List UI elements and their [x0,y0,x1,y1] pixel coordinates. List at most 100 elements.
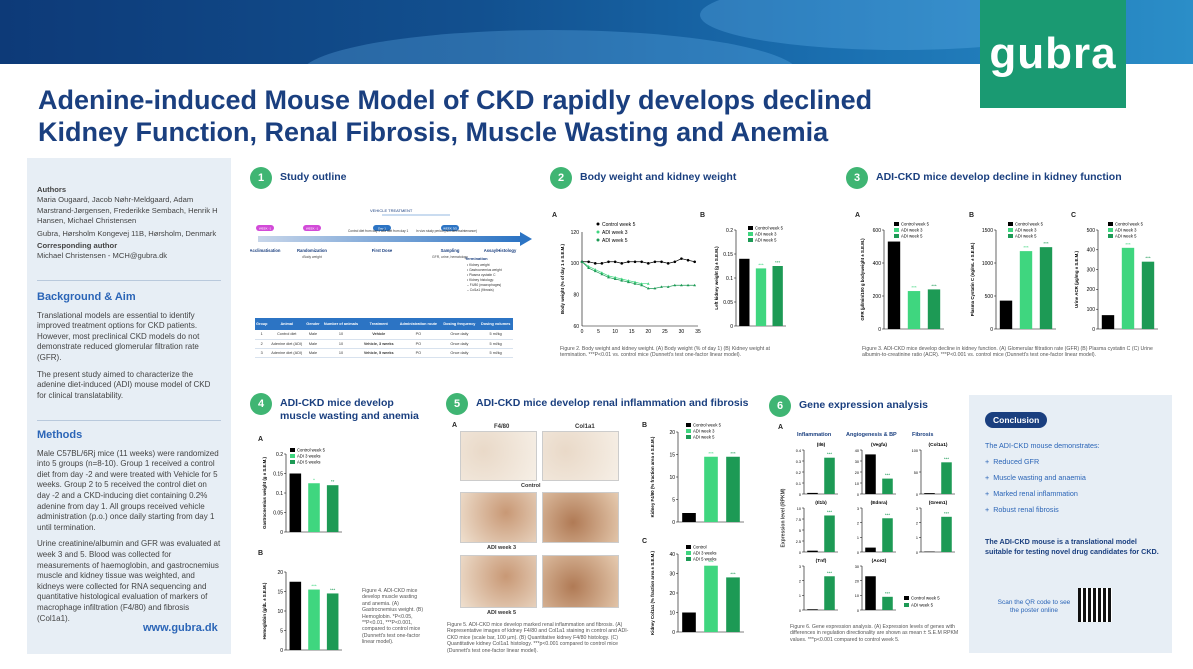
table-header: Dosing volumes [478,318,513,330]
timeline-sub: GFR, urine, hematology [432,255,468,259]
legend-swatch [1108,228,1113,232]
conclusion-statement: The ADI-CKD mouse is a translational mod… [985,537,1159,556]
table-header: Gender [305,318,321,330]
qr-code[interactable] [1078,588,1112,622]
significance-label: *** [330,587,336,592]
column-header-col1a1: Col1a1 [575,424,595,430]
bar [999,300,1013,329]
significance-label: *** [775,260,781,265]
y-tick-label: 10 [855,482,859,486]
table-cell: 2 [255,339,269,349]
body-weight-chart: 60 80 100 120 0 5 10 15 20 25 30 35 Body weight (% o… [560,222,701,335]
data-point [653,260,657,264]
gubra-logo[interactable]: gubra [980,0,1126,108]
figure-5-caption: Figure 5. ADI-CKD mice develop marked re… [447,622,629,654]
bar [289,581,302,650]
data-point [660,260,663,264]
y-tick-label: 0 [857,493,859,497]
legend-swatch [686,423,691,427]
y-tick-label: 300 [1087,267,1096,273]
y-tick-label: 2 [799,579,801,583]
y-tick-label: 50 [914,471,918,475]
website-link[interactable]: www.gubra.dk [143,622,218,634]
bar [887,241,901,329]
y-tick-label: 0 [857,609,859,613]
table-cell: Male [305,339,321,349]
chart-title: (Tnf) [816,558,827,564]
significance-label: *** [827,452,833,457]
gene-chart-tnf: 0 1 2 3 (Tnf) *** [799,558,838,613]
legend-swatch [686,429,691,433]
panel-label: B [969,212,975,219]
y-tick-label: 30 [855,460,859,464]
timeline-label: Assay/Histology [484,248,517,253]
gfr-chart: 0 200 400 600 GFR (µl/min/100 g bodyweight ±… [860,222,944,333]
corresponding-author: Michael Christensen - MCH@gubra.dk [37,251,168,261]
row-label: ADI week 5 [487,610,517,616]
panel-label: C [1071,212,1077,219]
data-point [587,266,591,270]
section-number: 3 [846,167,868,189]
legend-label: ADI week 5 [901,234,923,239]
legend-label: ADI week 3 [755,232,777,237]
legend-label: ADI 3 weeks [693,551,717,556]
column-header-f480: F4/80 [494,424,510,430]
legend-label: ADI week 5 [1015,234,1037,239]
bar [1101,315,1115,329]
data-point [613,260,617,264]
timeline-note: In vivo study period (ADI diet maintenan… [416,229,477,233]
bar [882,518,893,552]
study-outline-diagram: VEHICLE TREATMENT WEEK -1 Acclimatisation… [250,208,532,292]
table-cell: PO [396,339,441,349]
y-axis-label: Body weight (% of day 1 ± S.E.M.) [560,243,565,314]
histology-image-col1a1-adi5 [542,555,619,608]
y-tick-label: 0 [857,551,859,555]
legend-swatch [686,435,691,439]
poster-title: Adenine-induced Mouse Model of CKD rapid… [38,85,873,147]
y-tick-label: 20 [277,570,283,576]
data-point [593,268,597,271]
bar [941,462,952,494]
figure-4-caption: Figure 4. ADI-CKD mice develop muscle wa… [362,588,424,646]
section-title: Body weight and kidney weight [580,171,737,183]
corresponding-heading: Corresponding author [37,241,118,251]
legend-label: ADI week 3 [1115,228,1137,233]
table-cell: 10 [320,339,362,349]
termination-item: – F4/80 (macrophages) [467,283,501,287]
y-tick-label: 2.5 [796,540,801,544]
significance-label: * [313,477,315,482]
bar [865,454,876,494]
data-point [640,282,644,285]
y-tick-label: 0 [1092,327,1095,333]
data-point [620,279,624,282]
timeline-arrow [520,232,532,246]
y-tick-label: 20 [669,430,675,436]
legend-label: Control week 5 [297,448,326,453]
data-point [600,271,604,274]
data-point [627,280,630,284]
y-tick-label: 10 [855,594,859,598]
data-point [673,283,677,287]
legend-swatch [1108,234,1113,238]
legend-label: Control week 5 [1015,222,1044,227]
data-point [693,260,696,264]
y-tick-label: 20 [669,591,675,597]
table-cell: Male [305,330,321,340]
panel-label: A [258,436,264,443]
data-point [593,262,597,265]
section-title: ADI-CKD mice develop renal inflammation … [476,397,749,409]
table-row: 1 Control diet Male 10 Vehicle PO Once daily 5 … [255,330,513,340]
bar [882,478,893,494]
legend-label: ADI week 5 [755,238,777,243]
data-point [600,272,604,276]
y-tick-label: 0 [990,327,993,333]
timeline-tag [256,225,274,231]
y-tick-label: 1 [799,594,801,598]
data-point [646,282,650,285]
legend-label: Control week 5 [901,222,930,227]
table-header: Group [255,318,269,330]
y-tick-label: 60 [573,324,579,330]
conclusion-heading: Conclusion [985,412,1048,428]
significance-label: *** [911,285,917,290]
table-cell: 10 [320,348,362,358]
